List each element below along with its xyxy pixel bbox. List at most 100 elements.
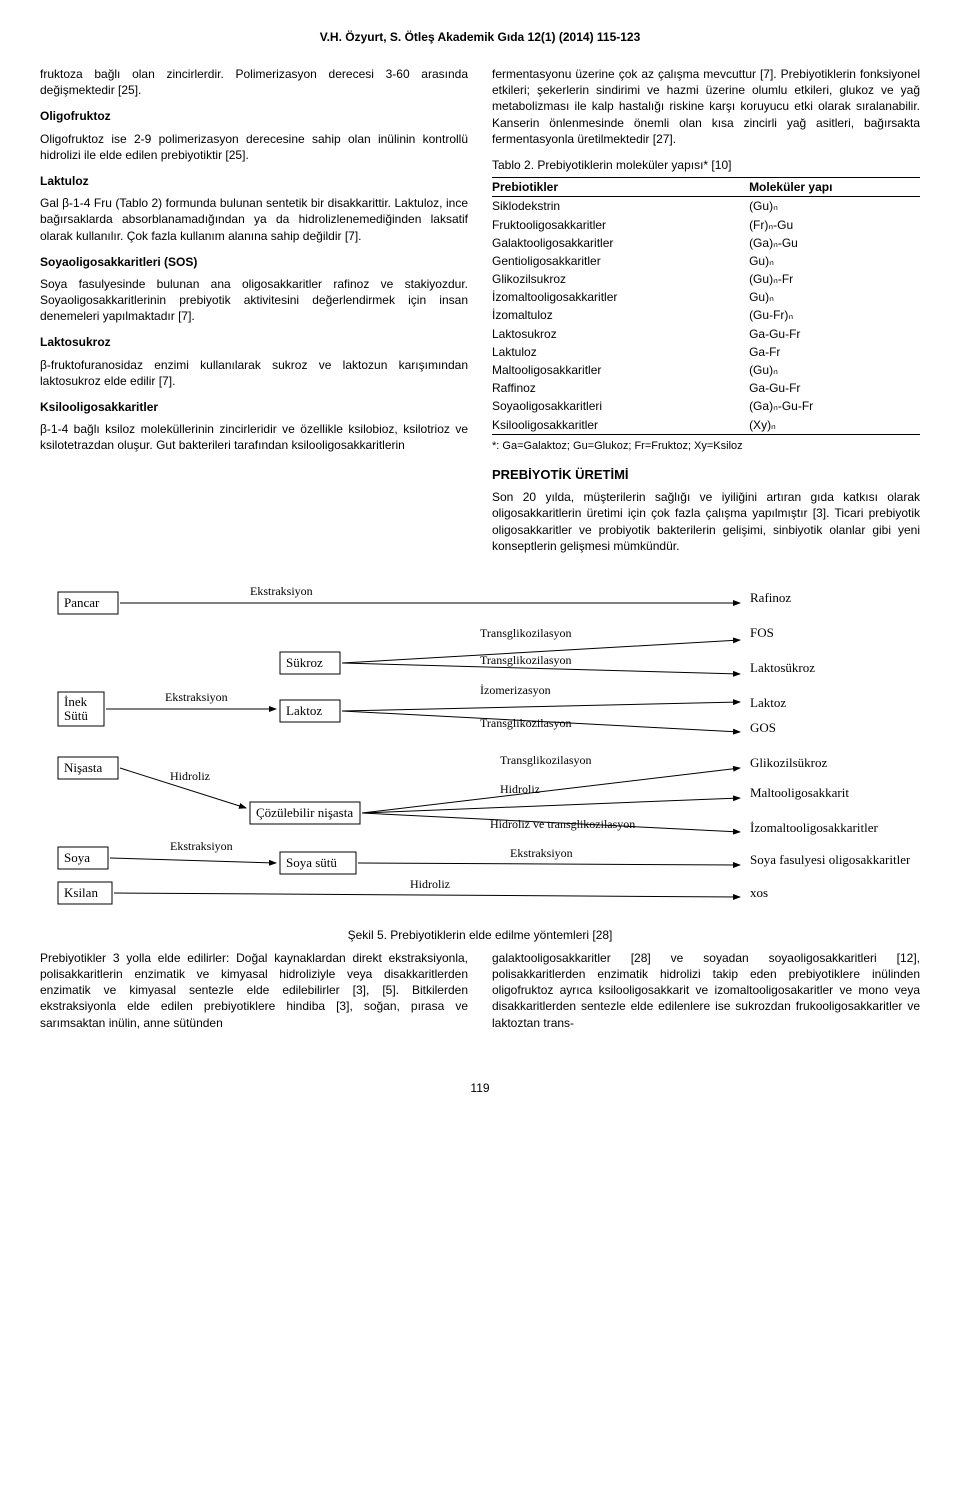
table-cell: İzomaltuloz (492, 306, 749, 324)
page-number: 119 (40, 1081, 920, 1095)
svg-text:Hidroliz: Hidroliz (170, 769, 210, 783)
para: Prebiyotikler 3 yolla elde edilirler: Do… (40, 950, 468, 1031)
table-cell: (Fr)ₙ-Gu (749, 216, 920, 234)
svg-text:İzomerizasyon: İzomerizasyon (480, 683, 551, 697)
table-header: Moleküler yapı (749, 178, 920, 197)
table-row: Glikozilsukroz(Gu)ₙ-Fr (492, 270, 920, 288)
bottom-columns: Prebiyotikler 3 yolla elde edilirler: Do… (40, 950, 920, 1041)
table-row: Ksilooligosakkaritler(Xy)ₙ (492, 416, 920, 435)
figure-caption: Şekil 5. Prebiyotiklerin elde edilme yön… (40, 928, 920, 942)
svg-text:Çözülebilir nişasta: Çözülebilir nişasta (256, 805, 353, 820)
table-cell: (Ga)ₙ-Gu-Fr (749, 397, 920, 415)
left-column: fruktoza bağlı olan zincirlerdir. Polime… (40, 66, 468, 564)
molecular-table: Prebiotikler Moleküler yapı Siklodekstri… (492, 177, 920, 435)
table-row: İzomaltuloz(Gu-Fr)ₙ (492, 306, 920, 324)
table-cell: Laktosukroz (492, 325, 749, 343)
table-cell: Gentioligosakkaritler (492, 252, 749, 270)
svg-text:Nişasta: Nişasta (64, 760, 103, 775)
heading-prebiyotik-uretimi: PREBİYOTİK ÜRETİMİ (492, 466, 920, 484)
svg-text:Hidroliz ve transglikozilasyon: Hidroliz ve transglikozilasyon (490, 817, 635, 831)
svg-text:Ekstraksiyon: Ekstraksiyon (165, 690, 228, 704)
para: β-1-4 bağlı ksiloz moleküllerinin zincir… (40, 421, 468, 453)
svg-text:Rafinoz: Rafinoz (750, 590, 791, 605)
svg-text:Transglikozilasyon: Transglikozilasyon (500, 753, 592, 767)
svg-text:Transglikozilasyon: Transglikozilasyon (480, 626, 572, 640)
heading-laktosukroz: Laktosukroz (40, 334, 468, 350)
svg-text:Laktosükroz: Laktosükroz (750, 660, 815, 675)
table-cell: Raffinoz (492, 379, 749, 397)
table-cell: Soyaoligosakkaritleri (492, 397, 749, 415)
svg-text:Soya sütü: Soya sütü (286, 855, 337, 870)
table-cell: Gu)ₙ (749, 288, 920, 306)
table-cell: Gu)ₙ (749, 252, 920, 270)
table-cell: Ksilooligosakkaritler (492, 416, 749, 435)
table-cell: (Gu-Fr)ₙ (749, 306, 920, 324)
heading-ksiloolig: Ksilooligosakkaritler (40, 399, 468, 415)
svg-text:İnek: İnek (64, 694, 88, 709)
svg-text:Ekstraksiyon: Ekstraksiyon (250, 584, 313, 598)
table-cell: Fruktooligosakkaritler (492, 216, 749, 234)
table-row: GentioligosakkaritlerGu)ₙ (492, 252, 920, 270)
svg-text:Glikozilsükroz: Glikozilsükroz (750, 755, 827, 770)
svg-text:xos: xos (750, 885, 768, 900)
para: β-fruktofuranosidaz enzimi kullanılarak … (40, 357, 468, 389)
svg-text:İzomaltooligosakkaritler: İzomaltooligosakkaritler (750, 820, 878, 835)
table-cell: Galaktooligosakkaritler (492, 234, 749, 252)
para: fermentasyonu üzerine çok az çalışma mev… (492, 66, 920, 147)
page-header: V.H. Özyurt, S. Ötleş Akademik Gıda 12(1… (40, 30, 920, 44)
para: galaktooligosakkaritler [28] ve soyadan … (492, 950, 920, 1031)
svg-text:Sükroz: Sükroz (286, 655, 323, 670)
table-row: LaktosukrozGa-Gu-Fr (492, 325, 920, 343)
svg-text:Hidroliz: Hidroliz (500, 782, 540, 796)
table-cell: İzomaltooligosakkaritler (492, 288, 749, 306)
svg-text:Ksilan: Ksilan (64, 885, 98, 900)
figure-5: Ekstraksiyon Transglikozilasyon Transgliko… (40, 582, 920, 942)
svg-text:Transglikozilasyon: Transglikozilasyon (480, 716, 572, 730)
table-cell: Ga-Gu-Fr (749, 325, 920, 343)
table-footnote: *: Ga=Galaktoz; Gu=Glukoz; Fr=Fruktoz; X… (492, 439, 920, 454)
flowchart-svg: Ekstraksiyon Transglikozilasyon Transgliko… (50, 582, 910, 922)
svg-text:Transglikozilasyon: Transglikozilasyon (480, 653, 572, 667)
svg-text:Hidroliz: Hidroliz (410, 877, 450, 891)
svg-text:Ekstraksiyon: Ekstraksiyon (510, 846, 573, 860)
table-cell: (Ga)ₙ-Gu (749, 234, 920, 252)
svg-text:FOS: FOS (750, 625, 774, 640)
table-cell: Ga-Gu-Fr (749, 379, 920, 397)
table-row: Fruktooligosakkaritler(Fr)ₙ-Gu (492, 216, 920, 234)
table-cell: Laktuloz (492, 343, 749, 361)
table-row: Siklodekstrin(Gu)ₙ (492, 197, 920, 216)
heading-oligofruktoz: Oligofruktoz (40, 108, 468, 124)
svg-text:Pancar: Pancar (64, 595, 100, 610)
svg-text:Ekstraksiyon: Ekstraksiyon (170, 839, 233, 853)
table-row: LaktulozGa-Fr (492, 343, 920, 361)
table-cell: (Xy)ₙ (749, 416, 920, 435)
table-cell: Siklodekstrin (492, 197, 749, 216)
table-cell: (Gu)ₙ (749, 197, 920, 216)
svg-text:Laktoz: Laktoz (750, 695, 786, 710)
table-cell: Maltooligosakkaritler (492, 361, 749, 379)
table-header: Prebiotikler (492, 178, 749, 197)
table-caption: Tablo 2. Prebiyotiklerin moleküler yapıs… (492, 157, 920, 173)
para: Soya fasulyesinde bulunan ana oligosakka… (40, 276, 468, 325)
svg-text:GOS: GOS (750, 720, 776, 735)
table-row: Soyaoligosakkaritleri(Ga)ₙ-Gu-Fr (492, 397, 920, 415)
table-row: Galaktooligosakkaritler(Ga)ₙ-Gu (492, 234, 920, 252)
svg-text:Soya fasulyesi oligosakkaritle: Soya fasulyesi oligosakkaritleri (750, 852, 910, 867)
para: Oligofruktoz ise 2-9 polimerizasyon dere… (40, 131, 468, 163)
heading-sos: Soyaoligosakkaritleri (SOS) (40, 254, 468, 270)
bottom-right: galaktooligosakkaritler [28] ve soyadan … (492, 950, 920, 1041)
svg-text:Soya: Soya (64, 850, 90, 865)
main-columns: fruktoza bağlı olan zincirlerdir. Polime… (40, 66, 920, 564)
table-cell: Ga-Fr (749, 343, 920, 361)
table-row: RaffinozGa-Gu-Fr (492, 379, 920, 397)
table-row: Maltooligosakkaritler(Gu)ₙ (492, 361, 920, 379)
para: Son 20 yılda, müşterilerin sağlığı ve iy… (492, 489, 920, 554)
right-column: fermentasyonu üzerine çok az çalışma mev… (492, 66, 920, 564)
para: fruktoza bağlı olan zincirlerdir. Polime… (40, 66, 468, 98)
table-cell: (Gu)ₙ (749, 361, 920, 379)
table-cell: (Gu)ₙ-Fr (749, 270, 920, 288)
bottom-left: Prebiyotikler 3 yolla elde edilirler: Do… (40, 950, 468, 1041)
svg-text:Maltooligosakkarit: Maltooligosakkarit (750, 785, 849, 800)
table-cell: Glikozilsukroz (492, 270, 749, 288)
table-row: İzomaltooligosakkaritlerGu)ₙ (492, 288, 920, 306)
